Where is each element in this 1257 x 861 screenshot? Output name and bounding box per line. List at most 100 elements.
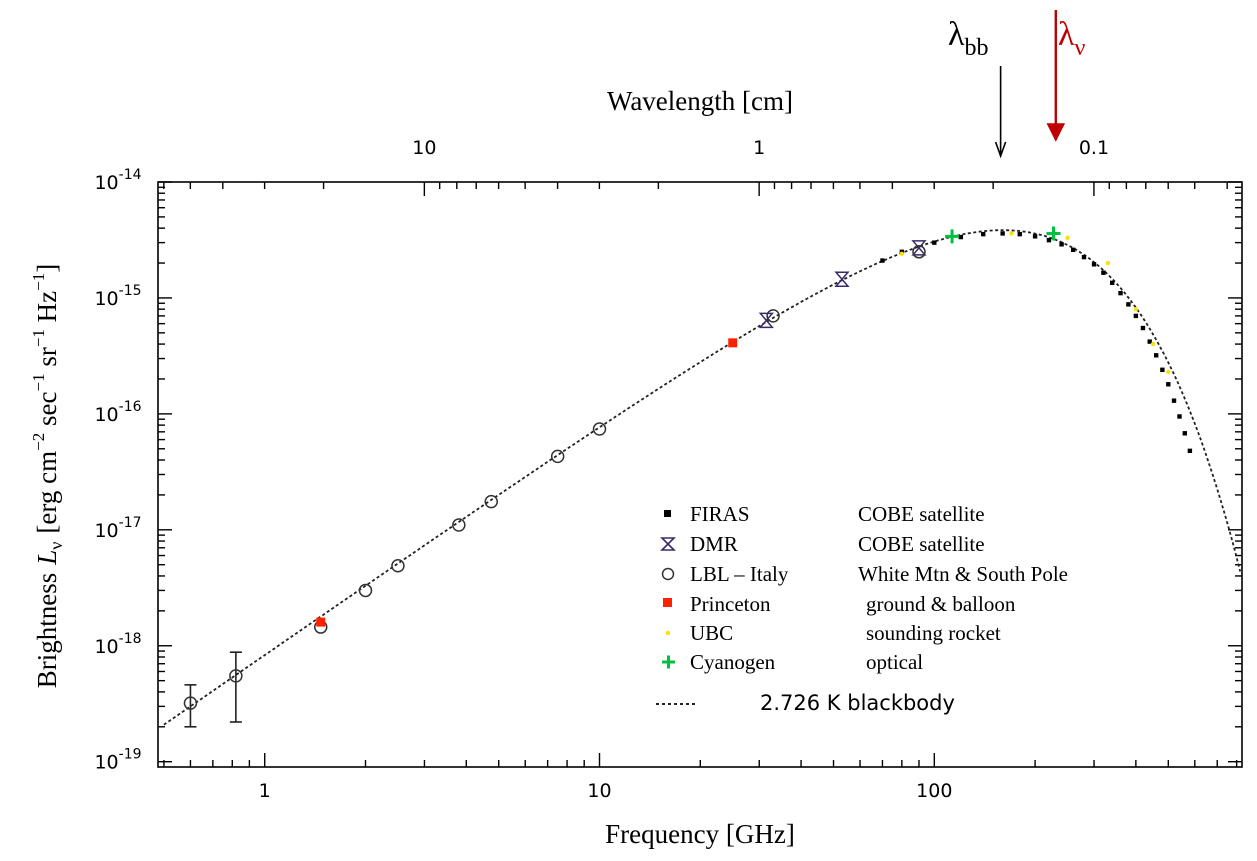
legend-item-cyanogen: Cyanogen optical [662,650,923,674]
plot-area [157,181,1243,768]
data-point [1126,302,1131,307]
lambda-bb-label: λbb [948,16,989,61]
data-point [358,583,373,598]
legend-desc-dmr: COBE satellite [858,532,985,556]
tick-marks [158,181,1242,767]
data-point [1009,231,1014,236]
annotation-arrow-head [994,141,1007,159]
data-point [1166,369,1171,375]
data-point [1017,231,1022,237]
data-point [1081,254,1087,260]
y-axis-units-hz: Hz [32,291,62,329]
series-cyanogen [945,226,1061,244]
data-point [1059,242,1064,247]
y-axis-units-close: ] [32,264,62,273]
top-tick-label: 1 [753,137,765,159]
lambda-nu-label: λν [1058,16,1086,61]
series-ubc [899,231,1171,375]
y-tick-label: 10-19 [94,747,141,774]
data-point [1171,398,1177,403]
data-point [1032,234,1038,239]
y-axis-exp-2: −1 [29,373,48,391]
y-tick-label: 10-17 [94,515,141,542]
data-point [1110,280,1115,286]
data-points [183,226,1193,728]
top-tick-label: 10 [412,137,436,159]
y-axis-symbol: L [32,550,62,566]
legend-label-ubc: UBC [690,621,733,645]
data-point [1182,431,1187,436]
y-tick-label: 10-14 [94,167,141,194]
data-point [1160,367,1165,372]
data-point [880,258,885,263]
data-point [1140,325,1146,331]
data-point [1000,231,1005,236]
legend-label-princeton: Princeton [690,592,771,616]
data-point [728,338,738,348]
data-point [452,518,466,532]
data-point [391,558,405,573]
y-axis-title: BrightnessLν[erg cm−2 sec−1 sr−1 Hz−1] [29,264,66,689]
legend: FIRAS COBE satellite DMR COBE satellite … [656,502,1068,715]
legend-label-firas: FIRAS [690,502,750,526]
y-axis-units-open: [erg cm [32,451,62,534]
legend-desc-lbl: White Mtn & South Pole [858,562,1068,586]
y-axis-subscript: ν [46,542,66,550]
data-point [1105,260,1111,266]
y-axis-exp-1: −2 [29,433,48,451]
legend-desc-princeton: ground & balloon [866,592,1016,616]
legend-item-lbl: LBL – Italy White Mtn & South Pole [661,562,1068,586]
plot-frame [157,181,1243,768]
x-tick-label: 10 [587,780,611,802]
data-point [1046,226,1061,241]
legend-marker-dmr [660,537,676,551]
annotation-arrow-head [1046,123,1066,142]
data-point [932,240,937,245]
y-axis-units-sr: sr [32,347,62,373]
x-tick-label: 1 [259,780,271,802]
data-point [1101,270,1106,275]
data-point [1153,353,1159,358]
x-axis-title: Frequency [GHz] [605,819,795,849]
data-point [899,251,905,257]
legend-item-firas: FIRAS COBE satellite [664,502,985,526]
data-point [1150,341,1156,347]
blackbody-curve [163,229,1242,726]
y-axis-exp-3: −1 [29,329,48,347]
legend-item-princeton: Princeton ground & balloon [663,592,1016,616]
legend-desc-firas: COBE satellite [858,502,985,526]
legend-marker-lbl [661,567,675,581]
data-point [912,245,926,259]
y-tick-label: 10-18 [94,631,141,658]
data-point [1118,290,1123,296]
data-point [1187,448,1193,454]
data-point [1091,262,1097,267]
legend-label-dmr: DMR [690,532,738,556]
data-point [1177,414,1182,419]
series-lbl-italy [183,245,926,728]
data-point [981,231,986,237]
data-point [958,234,964,240]
series-princeton [316,338,738,627]
data-point [1071,247,1076,253]
data-point [484,494,499,509]
legend-marker-cyanogen [662,655,675,669]
legend-marker-ubc [665,630,671,636]
legend-item-dmr: DMR COBE satellite [660,532,985,556]
top-tick-label: 0.1 [1079,137,1109,159]
top-axis-title: Wavelength [cm] [607,86,793,116]
data-point [229,669,243,683]
series-firas [880,231,1193,454]
y-axis-units-sec: sec [32,392,62,433]
legend-label-cyanogen: Cyanogen [690,650,776,674]
legend-marker-firas [664,510,671,517]
data-point [1166,382,1171,387]
tick-labels: 1 10 100 10 1 0.1 10-19 10-18 10-17 10-16 10-15 10-… [94,137,1109,802]
legend-item-ubc: UBC sounding rocket [665,621,1001,645]
data-point [1133,306,1139,312]
data-point [766,309,780,323]
data-point [1133,313,1139,319]
data-point [911,240,927,256]
blackbody-curve-line [163,229,1242,726]
